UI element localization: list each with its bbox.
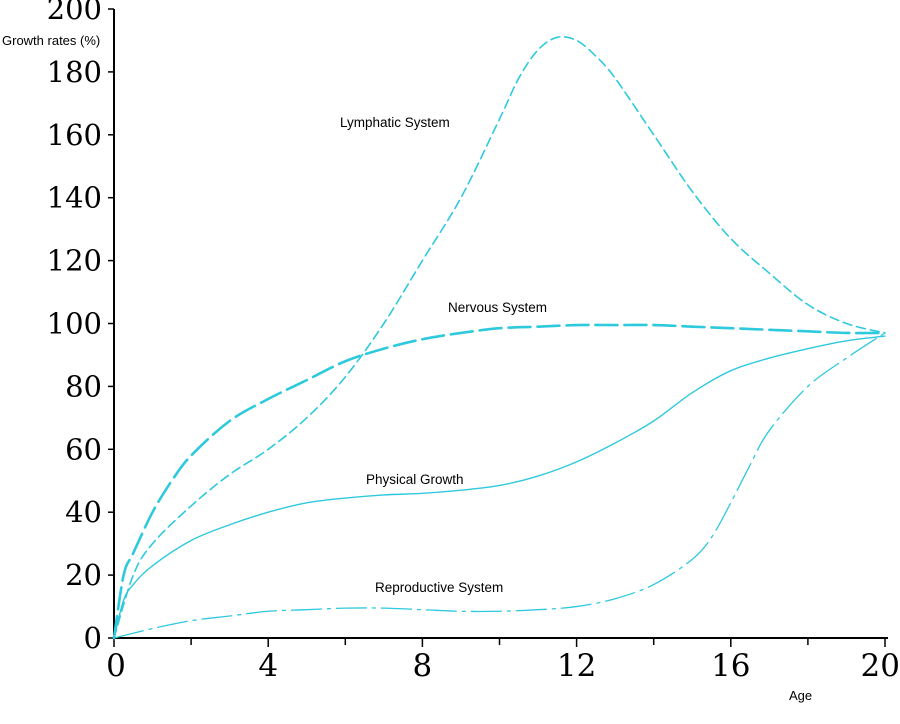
- series-label-physical: Physical Growth: [366, 472, 464, 487]
- series-lines: [112, 35, 887, 640]
- x-tick-label: 12: [557, 648, 596, 684]
- x-tick-label: 16: [711, 648, 750, 684]
- y-tick-label: 40: [65, 495, 102, 529]
- y-tick-label: 60: [65, 432, 102, 466]
- series-label-lymphatic: Lymphatic System: [340, 115, 450, 130]
- x-axis-label: Age: [789, 688, 812, 703]
- series-line-reproductive: [113, 332, 886, 639]
- y-axis-label: Growth rates (%): [2, 33, 100, 48]
- x-tick-label: 8: [413, 648, 433, 684]
- series-line-physical: [113, 335, 886, 639]
- x-tick-label: 0: [106, 648, 126, 684]
- y-tick-label: 200: [47, 0, 102, 26]
- y-tick-label: 180: [47, 55, 102, 89]
- series-line-nervous: [112, 323, 887, 640]
- x-tick-label: 4: [258, 648, 278, 684]
- series-label-reproductive: Reproductive System: [375, 580, 503, 595]
- y-tick-label: 140: [47, 181, 102, 215]
- y-tick-label: 80: [65, 369, 102, 403]
- y-tick-label: 100: [47, 307, 102, 341]
- axes: [113, 9, 888, 639]
- y-tick-label: 0: [84, 621, 102, 655]
- series-label-nervous: Nervous System: [448, 300, 547, 315]
- y-tick-label: 160: [47, 118, 102, 152]
- y-ticks: 0 20 40 60 80 100 120 140 160 180 200: [47, 0, 114, 655]
- x-tick-label: 20: [861, 648, 900, 684]
- x-ticks: 0 4 8 12 16 20: [106, 638, 900, 684]
- labels: Growth rates (%) Age Lymphatic System Ne…: [2, 33, 812, 703]
- y-tick-label: 120: [47, 244, 102, 278]
- y-tick-label: 20: [65, 558, 102, 592]
- series-line-lymphatic: [113, 35, 886, 639]
